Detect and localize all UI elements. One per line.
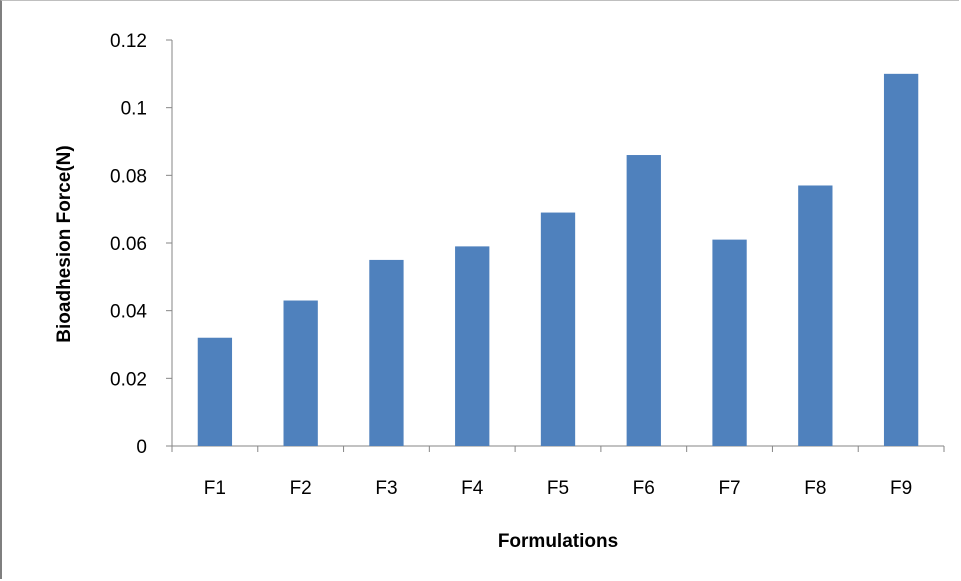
y-tick-label: 0.06 (110, 234, 147, 255)
bar-f2 (283, 300, 318, 446)
x-axis: F1 F2 F3 F4 F5 F6 F7 F8 F9 (171, 445, 945, 499)
x-tick-label: F9 (890, 478, 912, 499)
bar-f7 (712, 239, 747, 446)
bar-f3 (369, 259, 404, 446)
bars (197, 73, 919, 447)
bar-f6 (626, 155, 661, 447)
x-tick-label: F5 (547, 478, 569, 499)
x-tick-label: F7 (718, 478, 740, 499)
x-tick-label: F8 (804, 478, 826, 499)
y-tick-label: 0.04 (110, 302, 147, 323)
x-tick-label: F4 (461, 478, 484, 499)
bar-f9 (883, 73, 919, 446)
y-tick-label: 0.12 (110, 31, 147, 52)
y-tick-label: 0.1 (121, 99, 147, 120)
y-tick-label: 0.02 (110, 369, 147, 390)
y-axis: 0 0.02 0.04 0.06 0.08 0.1 0.12 (110, 31, 173, 458)
x-axis-title: Formulations (498, 531, 618, 552)
bar-f4 (455, 246, 490, 446)
x-tick-label: F2 (290, 478, 312, 499)
x-tick-label: F1 (204, 478, 226, 499)
x-tick-label: F3 (375, 478, 397, 499)
y-axis-title: Bioadhesion Force(N) (54, 145, 75, 342)
bar-f8 (798, 185, 833, 446)
y-tick-label: 0 (136, 437, 147, 458)
y-tick-label: 0.08 (110, 166, 147, 187)
bar-f5 (540, 212, 576, 446)
x-tick-label: F6 (633, 478, 655, 499)
bar-f1 (197, 337, 233, 446)
